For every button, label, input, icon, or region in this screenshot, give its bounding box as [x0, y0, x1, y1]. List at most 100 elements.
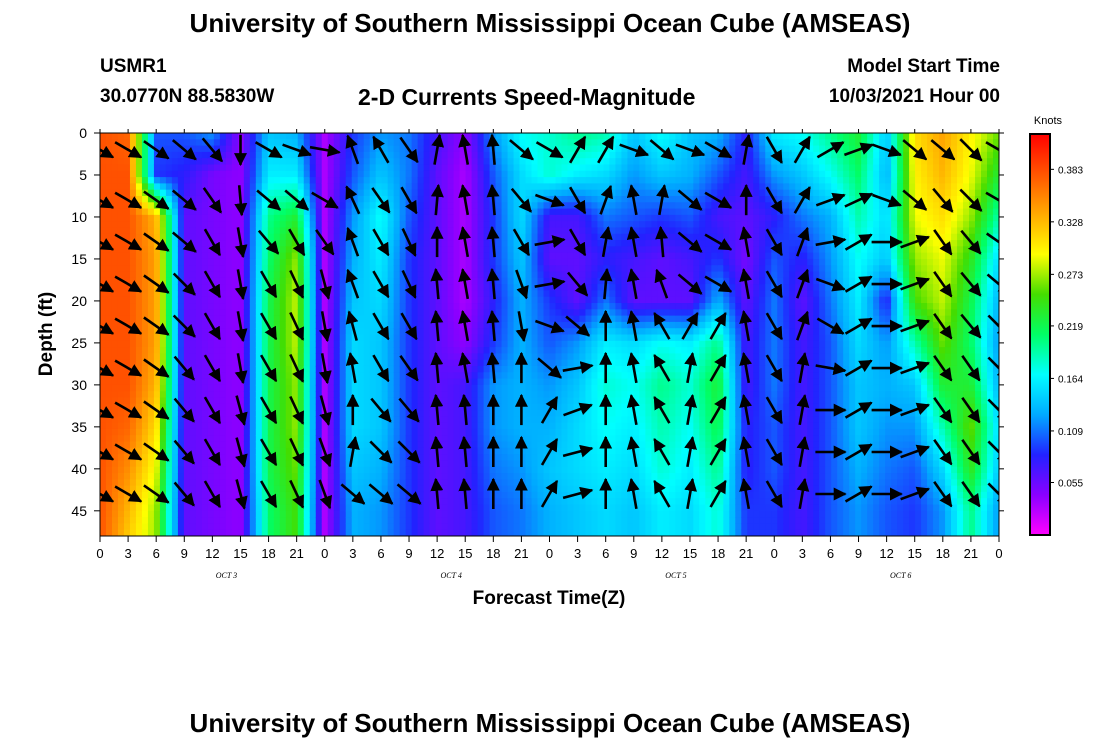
heatmap-cell	[231, 164, 239, 172]
heatmap-cell	[375, 529, 383, 536]
heatmap-cell	[561, 422, 569, 430]
heatmap-cell	[375, 378, 383, 386]
heatmap-cell	[507, 365, 515, 373]
heatmap-cell	[165, 416, 173, 424]
heatmap-cell	[333, 454, 341, 462]
heatmap-cell	[165, 403, 173, 411]
heatmap-cell	[159, 428, 167, 436]
heatmap-cell	[375, 384, 383, 392]
heatmap-cell	[237, 479, 245, 487]
heatmap-cell	[333, 359, 341, 367]
heatmap-cell	[489, 347, 497, 354]
heatmap-cell	[453, 145, 461, 153]
heatmap-cell	[321, 422, 329, 430]
heatmap-cell	[321, 296, 329, 304]
heatmap-cell	[345, 460, 353, 468]
heatmap-cell	[315, 158, 323, 166]
heatmap-cell	[441, 334, 449, 342]
heatmap-cell	[171, 523, 179, 531]
heatmap-cell	[297, 170, 305, 178]
heatmap-cell	[441, 195, 449, 203]
heatmap-cell	[129, 504, 137, 512]
heatmap-cell	[393, 378, 401, 386]
heatmap-cell	[159, 447, 167, 455]
heatmap-cell	[177, 372, 185, 380]
heatmap-cell	[345, 410, 353, 417]
heatmap-cell	[471, 328, 479, 336]
heatmap-cell	[219, 164, 227, 172]
heatmap-cell	[555, 208, 563, 216]
heatmap-cell	[375, 246, 383, 254]
heatmap-cell	[285, 328, 293, 336]
heatmap-cell	[387, 340, 395, 348]
heatmap-cell	[207, 391, 215, 399]
heatmap-cell	[171, 441, 179, 449]
heatmap-cell	[549, 347, 557, 354]
heatmap-cell	[171, 321, 179, 329]
heatmap-cell	[165, 139, 173, 147]
heatmap-cell	[441, 447, 449, 455]
heatmap-cell	[525, 240, 533, 247]
heatmap-cell	[441, 510, 449, 518]
heatmap-cell	[501, 177, 509, 184]
heatmap-cell	[225, 202, 233, 210]
heatmap-cell	[321, 258, 329, 266]
heatmap-cell	[501, 321, 509, 329]
heatmap-cell	[339, 353, 347, 361]
heatmap-cell	[447, 517, 455, 525]
heatmap-cell	[177, 466, 185, 474]
heatmap-cell	[201, 347, 209, 354]
heatmap-cell	[537, 485, 545, 493]
heatmap-cell	[100, 517, 107, 525]
heatmap-cell	[213, 347, 221, 354]
heatmap-cell	[339, 139, 347, 147]
heatmap-cell	[429, 473, 437, 480]
heatmap-cell	[147, 151, 155, 159]
heatmap-cell	[111, 284, 119, 292]
heatmap-cell	[171, 498, 179, 506]
heatmap-cell	[477, 133, 485, 140]
heatmap-cell	[441, 133, 449, 140]
heatmap-cell	[411, 473, 419, 480]
heatmap-cell	[411, 479, 419, 487]
heatmap-cell	[549, 158, 557, 166]
heatmap-cell	[501, 510, 509, 518]
heatmap-cell	[555, 447, 563, 455]
heatmap-cell	[219, 151, 227, 159]
heatmap-cell	[315, 416, 323, 424]
heatmap-cell	[261, 252, 269, 260]
heatmap-cell	[189, 258, 197, 266]
heatmap-cell	[363, 334, 371, 342]
heatmap-cell	[447, 158, 455, 166]
heatmap-cell	[195, 353, 203, 361]
heatmap-cell	[405, 233, 413, 241]
heatmap-cell	[465, 428, 473, 436]
heatmap-cell	[555, 473, 563, 480]
heatmap-cell	[327, 359, 335, 367]
heatmap-cell	[477, 491, 485, 499]
heatmap-cell	[513, 523, 521, 531]
heatmap-cell	[423, 303, 431, 310]
heatmap-cell	[201, 372, 209, 380]
heatmap-cell	[273, 334, 281, 342]
heatmap-cell	[531, 485, 539, 493]
heatmap-cell	[447, 183, 455, 191]
heatmap-cell	[555, 410, 563, 417]
heatmap-cell	[195, 504, 203, 512]
heatmap-cell	[117, 460, 125, 468]
heatmap-cell	[165, 145, 173, 153]
heatmap-cell	[429, 410, 437, 417]
heatmap-cell	[243, 183, 251, 191]
heatmap-cell	[495, 378, 503, 386]
heatmap-cell	[483, 460, 491, 468]
heatmap-cell	[147, 240, 155, 247]
heatmap-cell	[207, 258, 215, 266]
heatmap-cell	[207, 359, 215, 367]
heatmap-cell	[513, 466, 521, 474]
heatmap-cell	[483, 391, 491, 399]
heatmap-cell	[495, 347, 503, 354]
heatmap-cell	[435, 145, 443, 153]
heatmap-cell	[303, 303, 311, 310]
heatmap-cell	[321, 347, 329, 354]
heatmap-cell	[513, 504, 521, 512]
